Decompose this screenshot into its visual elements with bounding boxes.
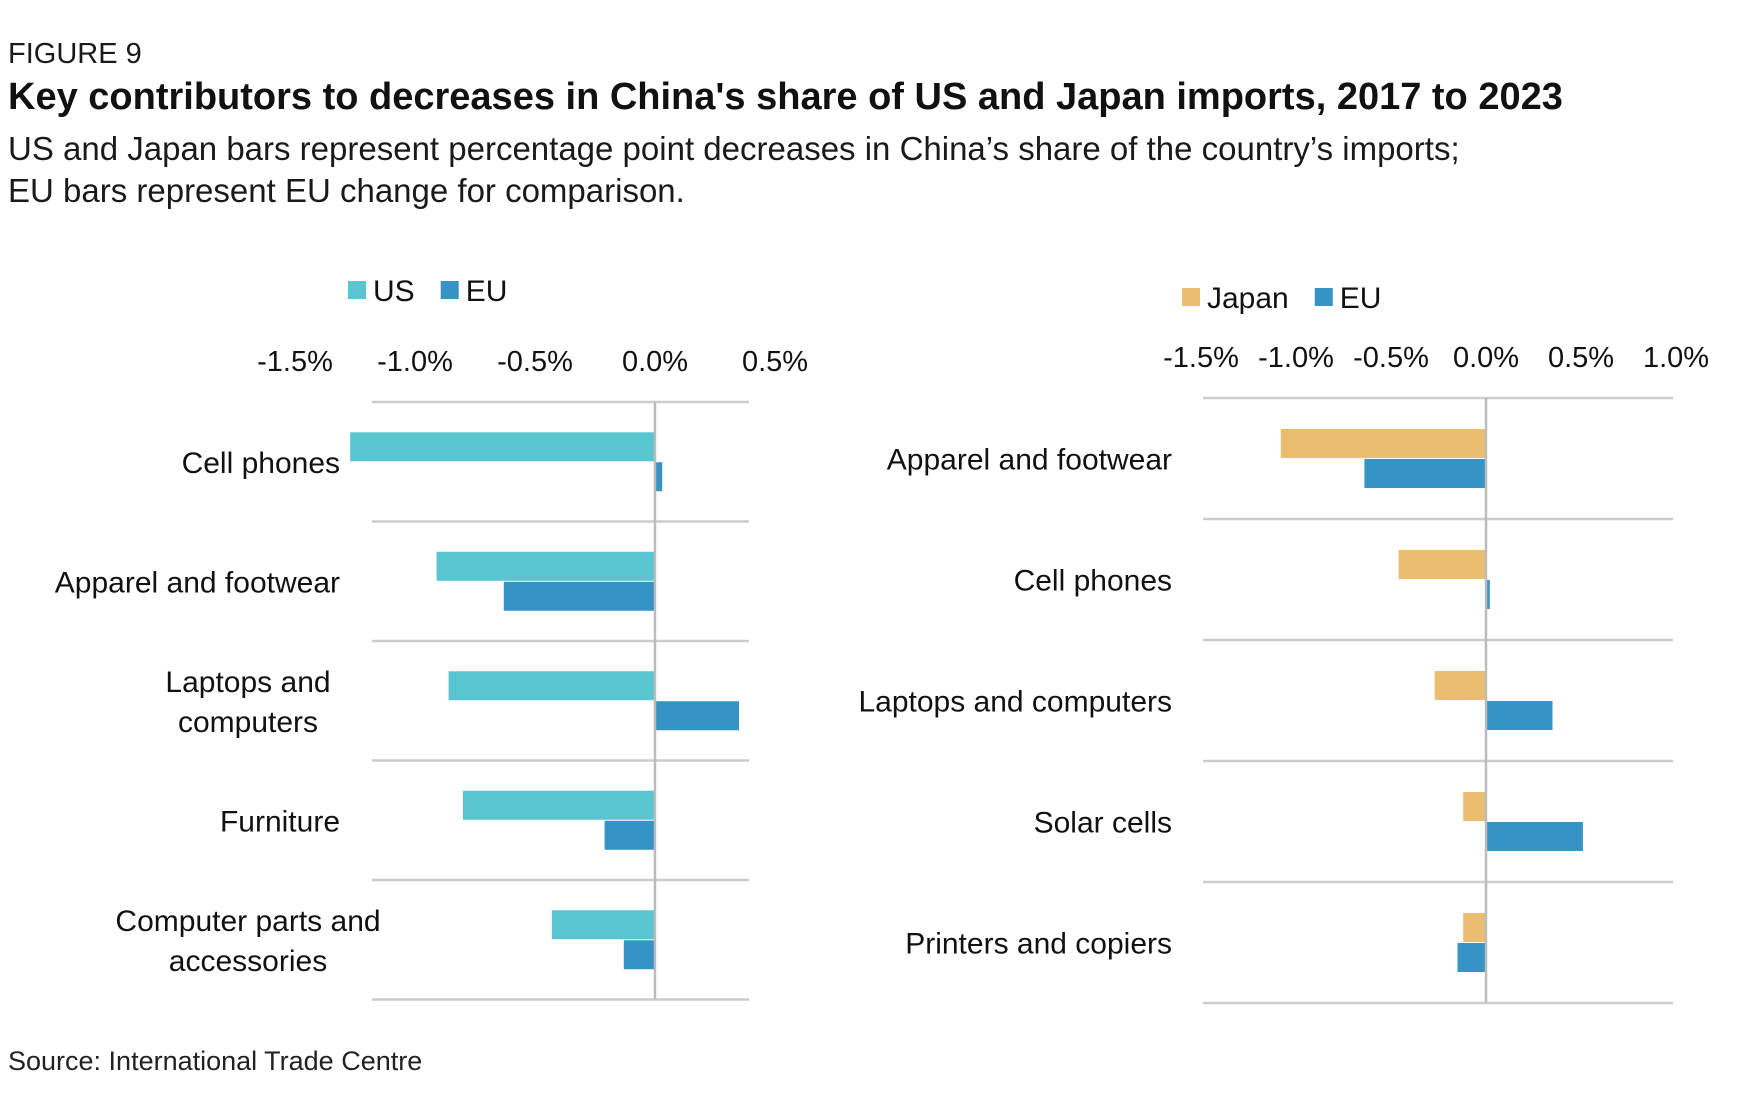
bar-eu <box>1364 459 1486 488</box>
bar-japan <box>1398 550 1486 579</box>
bar-eu <box>1486 701 1553 730</box>
category-label: Furniture <box>220 805 340 838</box>
bar-eu <box>1486 580 1490 609</box>
x-tick-label: -0.5% <box>1353 342 1429 374</box>
category-label: Laptops and computers <box>858 686 1172 719</box>
category-label: Cell phones <box>1014 565 1172 598</box>
bar-us <box>551 910 655 940</box>
legend-swatch-eu <box>440 281 459 299</box>
chart-title: Key contributors to decreases in China's… <box>8 76 1563 118</box>
legend-swatch-japan <box>1182 288 1200 306</box>
category-label: Computer parts and <box>115 905 380 938</box>
x-tick-label: 0.5% <box>742 346 808 378</box>
category-label: accessories <box>169 945 327 978</box>
category-label: Apparel and footwear <box>887 444 1172 477</box>
x-tick-label: 0.0% <box>1453 342 1519 374</box>
legend-label-japan: Japan <box>1207 282 1289 315</box>
bar-eu <box>655 701 739 731</box>
figure-label: FIGURE 9 <box>8 38 142 70</box>
bar-japan <box>1280 429 1486 458</box>
x-tick-label: 1.0% <box>1643 342 1709 374</box>
bar-us <box>350 432 655 462</box>
category-label: Apparel and footwear <box>55 566 340 599</box>
bar-eu <box>623 940 655 970</box>
bar-eu <box>655 462 663 492</box>
bar-japan <box>1463 913 1486 942</box>
legend-swatch-eu <box>1314 288 1333 306</box>
source-note: Source: International Trade Centre <box>8 1046 423 1076</box>
legend-label-eu: EU <box>1340 282 1382 315</box>
x-tick-label: -1.0% <box>1258 342 1334 374</box>
legend-label-eu: EU <box>466 275 508 308</box>
bar-us <box>436 551 655 581</box>
chart-subtitle: US and Japan bars represent percentage p… <box>8 130 1460 209</box>
x-tick-label: -1.5% <box>1163 342 1239 374</box>
chart-1: US EU -1.5% -1.0% -0.5% 0.0% 0.5% Cell phones Ap… <box>55 275 808 1001</box>
x-tick-label: 0.0% <box>622 346 688 378</box>
bar-eu <box>604 820 655 850</box>
category-label: Printers and copiers <box>905 928 1172 961</box>
category-label: Solar cells <box>1034 807 1172 840</box>
legend-label-us: US <box>373 275 415 308</box>
x-tick-label: 0.5% <box>1548 342 1614 374</box>
bar-us <box>463 790 655 820</box>
bar-japan <box>1434 671 1486 700</box>
bar-eu <box>1486 822 1583 851</box>
x-tick-label: -1.0% <box>377 346 453 378</box>
legend-swatch-us <box>348 281 366 299</box>
bar-us <box>448 671 655 701</box>
category-label: computers <box>178 706 318 739</box>
chart-2: Japan EU -1.5% -1.0% -0.5% 0.0% 0.5% 1.0% Appare… <box>858 282 1709 1005</box>
x-tick-label: -1.5% <box>257 346 333 378</box>
bar-eu <box>1457 943 1486 972</box>
bar-eu <box>503 581 655 611</box>
category-label: Cell phones <box>182 447 340 480</box>
category-label: Laptops and <box>165 666 330 699</box>
bar-japan <box>1463 792 1486 821</box>
x-tick-label: -0.5% <box>497 346 573 378</box>
